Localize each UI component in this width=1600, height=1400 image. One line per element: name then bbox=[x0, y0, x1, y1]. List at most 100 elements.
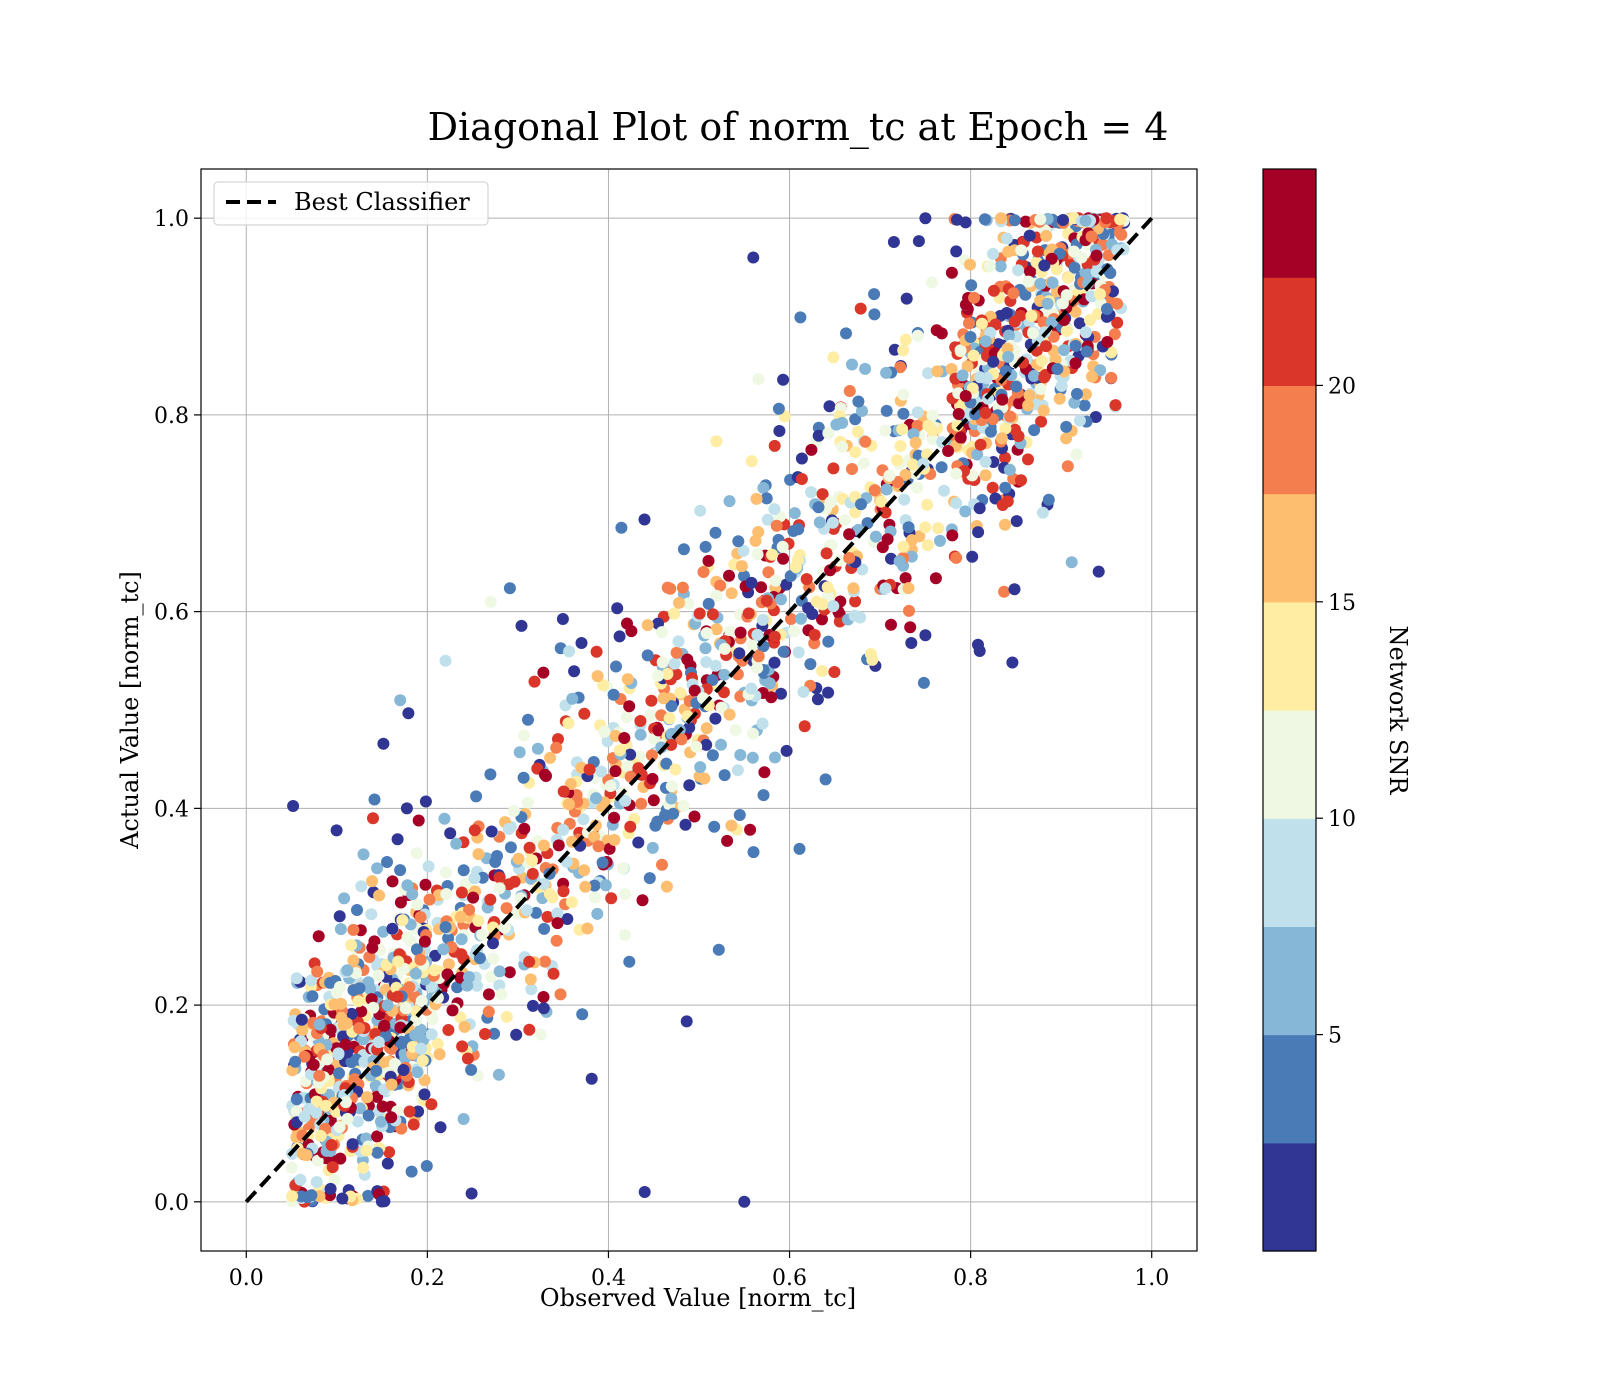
scatter-point bbox=[1073, 317, 1086, 330]
scatter-point bbox=[550, 741, 563, 754]
scatter-point bbox=[851, 425, 864, 438]
scatter-point bbox=[358, 1055, 371, 1068]
scatter-point bbox=[902, 582, 915, 595]
scatter-point bbox=[979, 469, 992, 482]
scatter-point bbox=[1034, 383, 1047, 395]
scatter-point bbox=[557, 885, 570, 898]
scatter-point bbox=[1094, 288, 1106, 301]
scatter-point bbox=[1060, 324, 1073, 337]
scatter-point bbox=[508, 875, 521, 888]
scatter-point bbox=[854, 302, 867, 315]
scatter-point bbox=[1004, 410, 1017, 423]
scatter-point bbox=[902, 521, 915, 534]
scatter-point bbox=[476, 928, 489, 941]
scatter-point bbox=[1067, 245, 1080, 258]
scatter-point bbox=[498, 921, 511, 934]
scatter-point bbox=[381, 856, 393, 868]
scatter-point bbox=[504, 841, 517, 854]
scatter-point bbox=[360, 1144, 373, 1157]
scatter-point bbox=[972, 526, 985, 539]
scatter-point bbox=[830, 418, 843, 431]
scatter-point bbox=[422, 860, 435, 873]
scatter-point bbox=[552, 839, 565, 852]
scatter-point bbox=[406, 888, 419, 901]
scatter-point bbox=[420, 1160, 433, 1172]
scatter-point bbox=[893, 555, 906, 568]
scatter-point bbox=[979, 455, 992, 468]
scatter-point bbox=[777, 373, 790, 386]
scatter-point bbox=[752, 526, 765, 538]
scatter-point bbox=[1008, 214, 1021, 227]
scatter-point bbox=[415, 995, 428, 1007]
scatter-point bbox=[887, 236, 900, 248]
scatter-point bbox=[788, 625, 800, 638]
scatter-point bbox=[1022, 453, 1034, 466]
scatter-point bbox=[310, 1176, 323, 1188]
colorbar-bin bbox=[1263, 601, 1316, 711]
scatter-point bbox=[1069, 357, 1082, 370]
scatter-point bbox=[679, 818, 692, 831]
scatter-point bbox=[298, 1050, 311, 1063]
scatter-point bbox=[416, 1054, 429, 1067]
scatter-point bbox=[401, 879, 414, 892]
scatter-point bbox=[964, 258, 976, 271]
scatter-point bbox=[683, 779, 696, 792]
scatter-point bbox=[354, 1102, 366, 1115]
legend-box bbox=[213, 181, 489, 226]
scatter-point bbox=[950, 551, 963, 564]
scatter-point bbox=[773, 425, 786, 437]
colorbar-bin bbox=[1263, 385, 1316, 495]
scatter-point bbox=[557, 785, 570, 798]
scatter-point bbox=[301, 1191, 314, 1204]
scatter-point bbox=[1028, 370, 1040, 382]
scatter-point bbox=[1041, 297, 1054, 310]
scatter-point bbox=[457, 1113, 470, 1125]
scatter-point bbox=[780, 744, 793, 757]
scatter-point bbox=[295, 1013, 308, 1026]
scatter-point bbox=[551, 907, 564, 920]
scatter-point bbox=[577, 813, 590, 826]
scatter-point bbox=[615, 521, 628, 534]
scatter-point bbox=[620, 711, 633, 724]
scatter-point bbox=[843, 528, 856, 541]
scatter-point bbox=[677, 799, 690, 812]
scatter-point bbox=[690, 740, 703, 753]
scatter-point bbox=[502, 823, 515, 835]
scatter-point bbox=[706, 674, 719, 686]
scatter-point bbox=[745, 455, 758, 468]
scatter-point bbox=[897, 540, 910, 553]
scatter-point bbox=[660, 880, 673, 893]
scatter-point bbox=[846, 358, 858, 371]
scatter-point bbox=[419, 878, 432, 891]
scatter-point bbox=[702, 554, 715, 567]
scatter-point bbox=[945, 266, 958, 279]
scatter-point bbox=[652, 669, 664, 682]
colorbar-bin bbox=[1263, 926, 1316, 1036]
scatter-point bbox=[493, 979, 506, 992]
scatter-point bbox=[861, 517, 874, 530]
scatter-point bbox=[1068, 261, 1081, 274]
scatter-point bbox=[717, 686, 730, 699]
scatter-point bbox=[632, 762, 645, 775]
scatter-point bbox=[484, 893, 497, 906]
scatter-point bbox=[795, 612, 807, 625]
scatter-point bbox=[1035, 415, 1048, 428]
scatter-point bbox=[1006, 656, 1019, 669]
scatter-point bbox=[641, 619, 654, 632]
scatter-point bbox=[812, 429, 825, 442]
scatter-point bbox=[775, 687, 787, 700]
scatter-point bbox=[763, 677, 776, 690]
scatter-point bbox=[537, 877, 550, 890]
scatter-point bbox=[643, 872, 656, 885]
scatter-point bbox=[524, 973, 537, 986]
scatter-point bbox=[512, 852, 525, 865]
scatter-point bbox=[581, 922, 594, 935]
scatter-point bbox=[911, 481, 924, 494]
scatter-point bbox=[525, 983, 538, 996]
scatter-point bbox=[495, 988, 508, 1001]
scatter-point bbox=[838, 514, 851, 527]
scatter-point bbox=[903, 604, 915, 617]
scatter-point bbox=[1069, 339, 1082, 352]
scatter-point bbox=[479, 1028, 491, 1040]
x-tick-label: 0.2 bbox=[410, 1266, 445, 1291]
